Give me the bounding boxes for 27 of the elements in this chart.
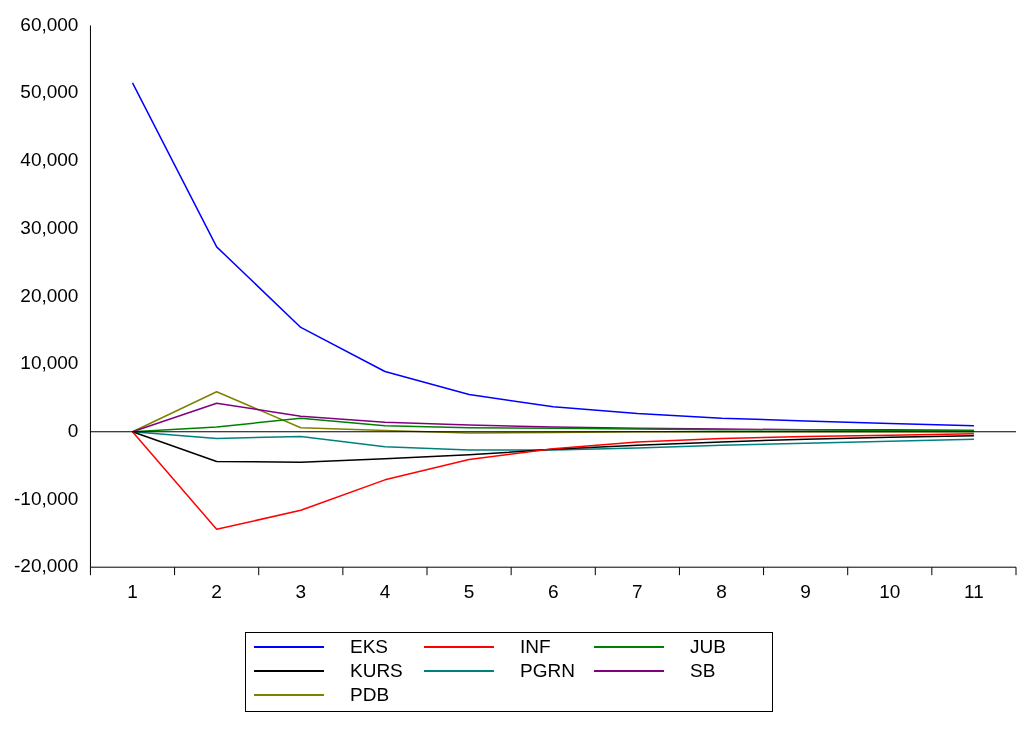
x-tick-label: 9: [800, 580, 811, 602]
x-tick-label: 11: [964, 580, 984, 602]
x-tick-label: 5: [463, 580, 475, 602]
y-tick-label: 60,000: [20, 13, 79, 35]
y-tick-label: 30,000: [20, 216, 79, 238]
y-tick-label: 50,000: [20, 81, 79, 103]
y-tick-label: 0: [67, 419, 79, 441]
x-tick-label: 3: [295, 580, 307, 602]
x-tick-label: 4: [379, 580, 391, 602]
x-tick-label: 1: [127, 580, 138, 602]
x-tick-label: 10: [879, 580, 901, 602]
y-tick-label: 20,000: [20, 284, 79, 306]
legend-label: PDB: [350, 684, 390, 706]
legend-label: JUB: [690, 636, 726, 658]
y-tick-label: -20,000: [13, 555, 79, 577]
x-tick-label: 8: [716, 580, 727, 602]
y-tick-label: -10,000: [13, 487, 79, 509]
x-tick-label: 2: [211, 580, 222, 602]
legend-label: PGRN: [520, 660, 575, 682]
y-tick-label: 40,000: [20, 149, 79, 171]
legend-label: EKS: [350, 636, 389, 658]
legend-label: INF: [520, 636, 551, 658]
y-tick-label: 10,000: [20, 352, 79, 374]
x-tick-label: 6: [547, 580, 559, 602]
legend-label: SB: [690, 660, 716, 682]
legend-label: KURS: [350, 660, 403, 682]
x-tick-label: 7: [632, 580, 643, 602]
